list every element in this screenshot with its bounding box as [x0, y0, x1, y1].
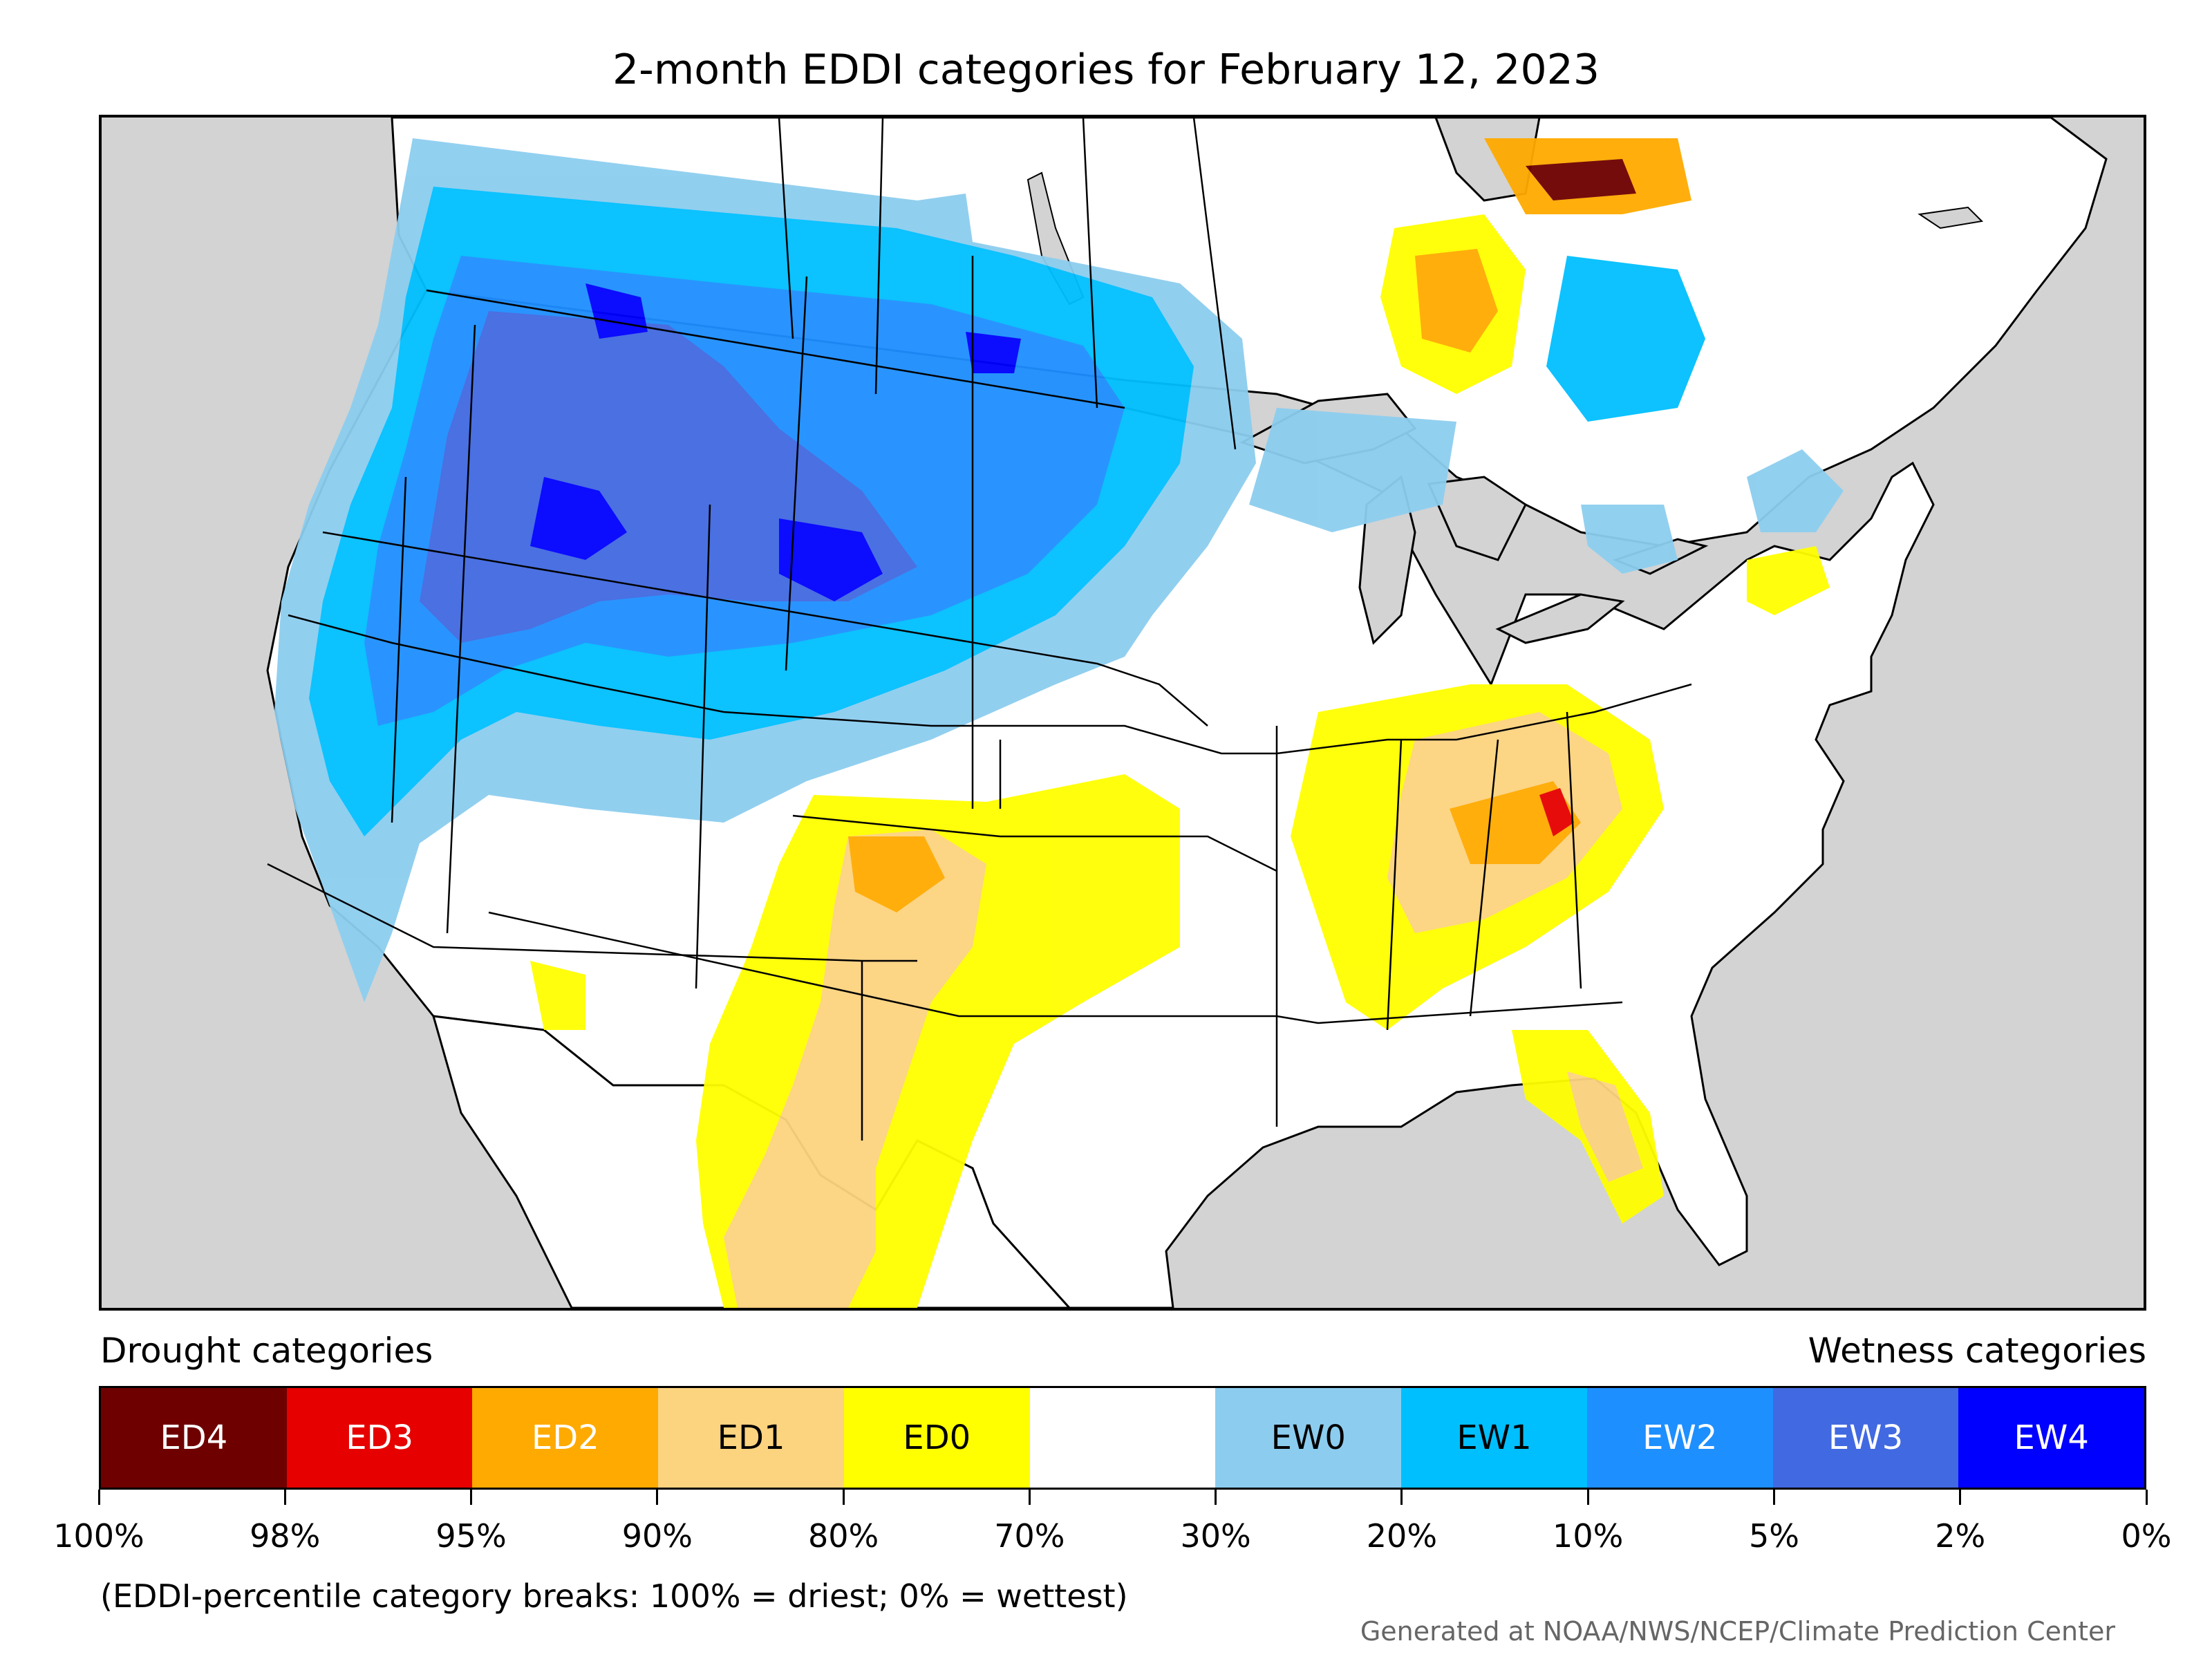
legend-swatch-ew3: EW3: [1772, 1388, 1959, 1488]
legend-swatch-ed4: ED4: [101, 1388, 287, 1488]
legend-tick: [1400, 1490, 1403, 1505]
legend-break-label: 100%: [53, 1517, 144, 1555]
legend-break-label: 0%: [2121, 1517, 2172, 1555]
legend-tick: [842, 1490, 845, 1505]
wetness-categories-heading: Wetness categories: [1808, 1331, 2146, 1371]
map-title: 2-month EDDI categories for February 12,…: [612, 46, 1600, 94]
legend-break-label: 70%: [994, 1517, 1065, 1555]
legend-swatch-ew0: EW0: [1215, 1388, 1402, 1488]
legend-swatch-ed2: ED2: [472, 1388, 659, 1488]
legend-swatch-ed0: ED0: [843, 1388, 1030, 1488]
legend-break-label: 10%: [1553, 1517, 1624, 1555]
legend-break-label: 98%: [250, 1517, 321, 1555]
legend-swatch-ed1: ED1: [658, 1388, 844, 1488]
map-area: [99, 115, 2146, 1311]
legend-break-label: 30%: [1180, 1517, 1251, 1555]
category-ticks: [97, 1490, 2148, 1505]
legend-tick: [1028, 1490, 1031, 1505]
legend-swatch-ew2: EW2: [1586, 1388, 1773, 1488]
legend-tick: [1586, 1490, 1589, 1505]
legend-break-label: 5%: [1748, 1517, 1799, 1555]
legend-tick: [283, 1490, 286, 1505]
legend-swatch-ew1: EW1: [1401, 1388, 1587, 1488]
legend-tick: [1959, 1490, 1962, 1505]
legend-tick: [656, 1490, 659, 1505]
legend-break-label: 95%: [435, 1517, 507, 1555]
legend-break-label: 20%: [1366, 1517, 1438, 1555]
legend-break-label: 80%: [807, 1517, 879, 1555]
legend-tick: [1772, 1490, 1775, 1505]
category-color-bar: ED4 ED3 ED2 ED1 ED0 EW0 EW1 EW2 EW3 EW4: [99, 1386, 2146, 1490]
legend-tick: [1215, 1490, 1217, 1505]
legend-tick: [97, 1490, 100, 1505]
legend-break-label: 2%: [1935, 1517, 1986, 1555]
legend-swatch-ed3: ED3: [286, 1388, 473, 1488]
state-borders: [267, 118, 1692, 1141]
credit-line: Generated at NOAA/NWS/NCEP/Climate Predi…: [1360, 1616, 2115, 1647]
drought-categories-heading: Drought categories: [100, 1331, 433, 1371]
legend-swatch-ew4: EW4: [1958, 1388, 2145, 1488]
legend-tick: [2145, 1490, 2148, 1505]
category-breaks-note: (EDDI-percentile category breaks: 100% =…: [100, 1577, 1128, 1615]
legend-tick: [470, 1490, 473, 1505]
legend-break-label: 90%: [621, 1517, 693, 1555]
legend-swatch-normal: [1029, 1388, 1216, 1488]
